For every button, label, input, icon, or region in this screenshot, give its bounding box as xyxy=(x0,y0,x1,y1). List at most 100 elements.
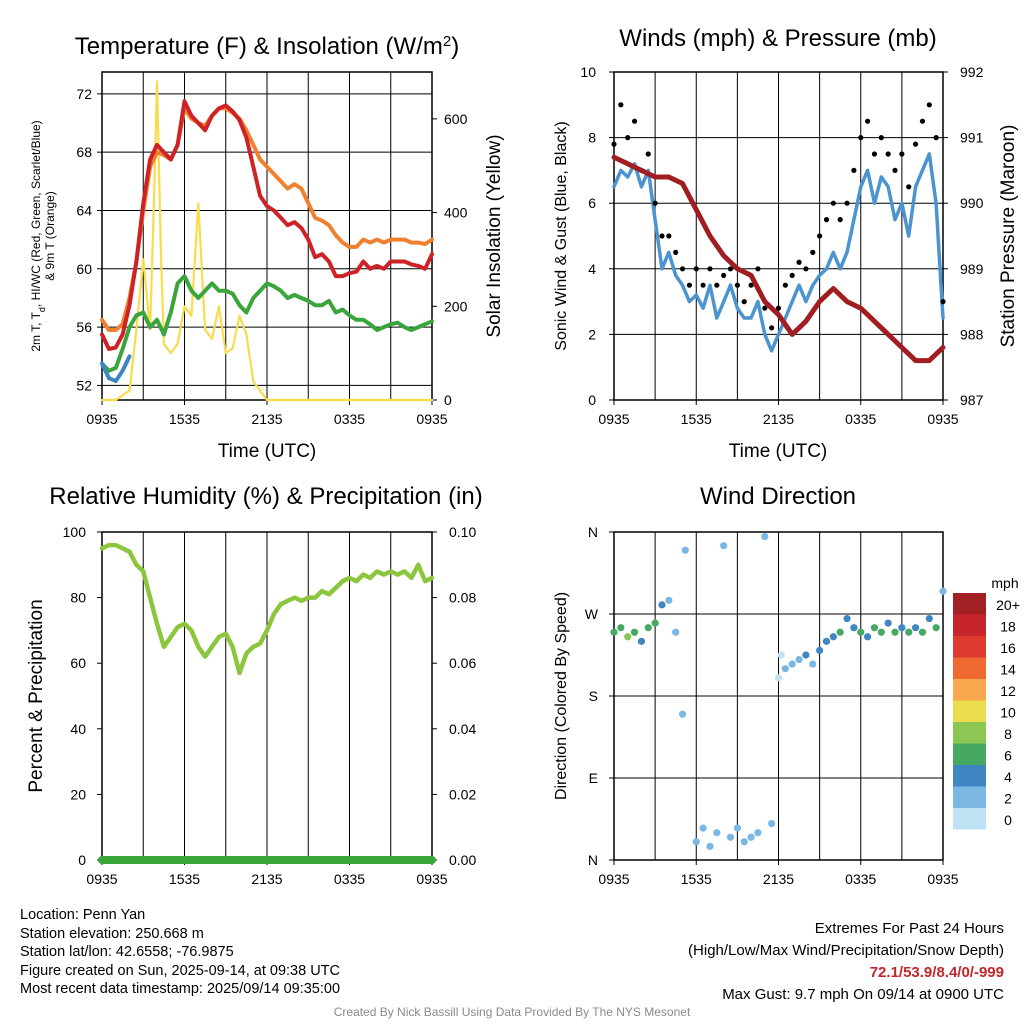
winds-gust-point xyxy=(906,184,912,190)
dir-colorbar-label: 14 xyxy=(1000,662,1016,678)
winds-xtick-label: 0335 xyxy=(845,411,876,427)
dir-point xyxy=(713,829,721,837)
dir-colorbar-swatch xyxy=(953,679,986,701)
winds-xtick-label: 0935 xyxy=(598,411,629,427)
temp-ytick-label: 64 xyxy=(76,202,92,218)
temp-series-line xyxy=(100,99,434,351)
temp-xtick-label: 2135 xyxy=(251,411,282,427)
dir-point xyxy=(843,614,851,623)
rh-left-axis-label: Percent & Precipitation xyxy=(26,599,47,792)
winds-gust-point xyxy=(912,141,919,147)
temp-series-line xyxy=(100,106,434,332)
dir-colorbar-label: 2 xyxy=(1004,791,1012,807)
winds-gust-point xyxy=(618,102,624,108)
winds-gust-point xyxy=(693,266,699,272)
rh-y2tick-label: 0.10 xyxy=(449,524,476,540)
winds-gust-point xyxy=(673,249,679,255)
dir-point xyxy=(726,833,735,841)
temp-ytick-label: 72 xyxy=(76,86,92,102)
dir-point xyxy=(630,628,639,636)
dir-xtick-label: 1535 xyxy=(681,871,712,887)
winds-gust-point xyxy=(762,305,768,311)
dir-point xyxy=(740,838,748,846)
temp-right-axis-label: Solar Insolation (Yellow) xyxy=(484,134,505,337)
winds-gust-point xyxy=(810,249,816,255)
dir-point xyxy=(905,628,913,636)
dir-point xyxy=(733,824,741,832)
dir-title: Wind Direction xyxy=(700,483,856,510)
temp-y2tick-label: 200 xyxy=(444,298,468,314)
winds-y2tick-label: 990 xyxy=(960,195,984,211)
winds-gust-point xyxy=(851,167,857,173)
dir-colorbar-swatch xyxy=(953,765,986,787)
dir-xtick-label: 0935 xyxy=(598,871,629,887)
winds-gust-point xyxy=(727,266,734,272)
dir-ytick-label: N xyxy=(588,524,598,540)
dir-colorbar-swatch xyxy=(953,700,986,722)
temp-xtick-label: 0935 xyxy=(416,411,447,427)
dir-point xyxy=(829,633,837,641)
dir-point xyxy=(939,587,947,595)
dir-point xyxy=(781,665,789,673)
winds-gust-point xyxy=(741,299,747,305)
dir-point xyxy=(898,624,906,632)
winds-pressure-line xyxy=(611,154,946,364)
dir-colorbar-swatch xyxy=(953,636,986,658)
dir-point xyxy=(850,624,858,632)
rh-y2tick-label: 0.06 xyxy=(449,655,476,671)
rh-y2tick-label: 0.08 xyxy=(449,590,476,606)
winds-y2tick-label: 991 xyxy=(960,130,984,146)
winds-y2tick-label: 989 xyxy=(960,261,984,277)
temp-x-axis-label: Time (UTC) xyxy=(218,441,317,462)
winds-gust-point xyxy=(933,135,939,141)
winds-sonic-line xyxy=(612,152,945,353)
dir-point xyxy=(877,628,885,636)
winds-ytick-label: 4 xyxy=(588,261,596,277)
winds-left-axis-label: Sonic Wind & Gust (Blue, Black) xyxy=(553,121,570,350)
winds-gust-point xyxy=(789,272,795,278)
winds-gust-point xyxy=(734,282,740,288)
extremes-title: Extremes For Past 24 Hours xyxy=(814,920,1004,937)
winds-gust-point xyxy=(899,151,905,157)
dir-point xyxy=(802,651,810,659)
winds-gust-point xyxy=(823,217,830,223)
dir-xtick-label: 2135 xyxy=(763,871,794,887)
rh-y2tick-label: 0.04 xyxy=(449,721,476,737)
winds-gust-point xyxy=(721,272,727,278)
winds-gust-point xyxy=(700,282,706,288)
winds-gust-point xyxy=(659,233,665,239)
winds-xtick-label: 2135 xyxy=(763,411,794,427)
dir-point xyxy=(788,660,796,668)
winds-y2tick-label: 987 xyxy=(960,392,984,408)
winds-gust-point xyxy=(714,282,720,288)
winds-gust-point xyxy=(830,200,836,206)
station-info: Location: Penn Yan Station elevation: 25… xyxy=(20,906,340,999)
winds-gust-point xyxy=(652,200,658,206)
winds-gust-point xyxy=(865,118,871,124)
dir-colorbar: mph 20+ 18 16 14 12 10 8 6 4 2 0 xyxy=(953,575,1020,830)
temp-y2tick-label: 400 xyxy=(444,205,468,221)
dir-point xyxy=(754,829,762,837)
rh-xtick-label: 1535 xyxy=(169,871,200,887)
winds-gust-point xyxy=(625,135,631,141)
winds-gust-point xyxy=(803,266,809,272)
dir-colorbar-label: 20+ xyxy=(996,597,1020,613)
dir-colorbar-label: 8 xyxy=(1004,726,1012,742)
temp-ytick-label: 60 xyxy=(76,261,92,277)
dir-colorbar-swatch xyxy=(953,593,986,615)
dir-colorbar-title: mph xyxy=(991,575,1018,591)
max-gust-text: Max Gust: 9.7 mph On 09/14 at 0900 UTC xyxy=(722,986,1004,1003)
dir-point xyxy=(678,710,687,718)
dir-colorbar-swatch xyxy=(953,657,986,679)
dir-point xyxy=(911,624,920,632)
temp-plot: 0935 1535 2135 0335 0935 52 56 60 64 68 72 0 200 400 6… xyxy=(29,33,505,463)
temp-series-line xyxy=(100,80,434,402)
winds-gust-point xyxy=(782,282,788,288)
dir-point xyxy=(891,628,899,636)
temp-series-line xyxy=(100,274,434,373)
rh-ytick-label: 0 xyxy=(78,852,86,868)
dir-point xyxy=(857,628,865,636)
temp-ytick-label: 56 xyxy=(76,319,92,335)
dir-ytick-label: S xyxy=(589,688,598,704)
